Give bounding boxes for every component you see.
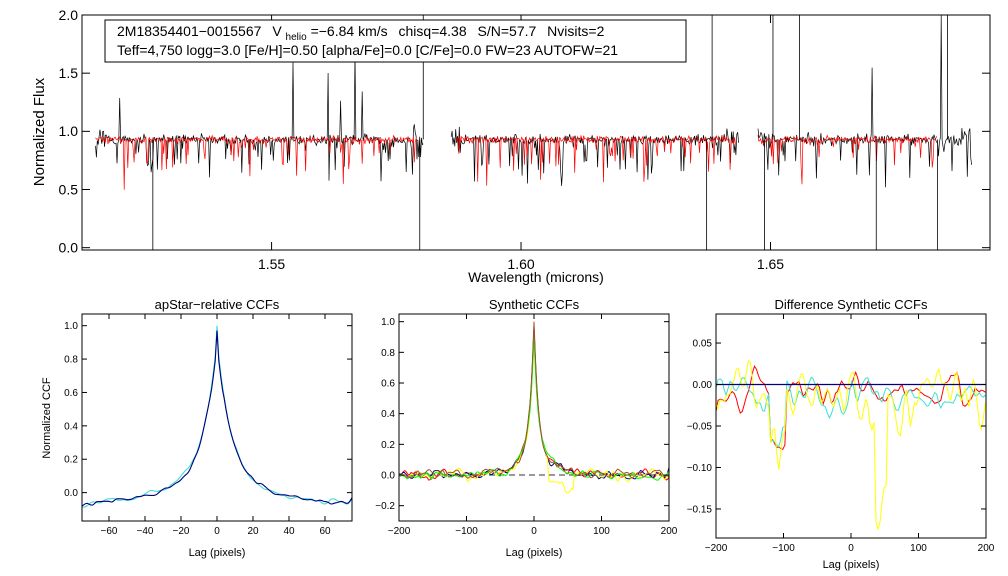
snr-value: S/N=57.7 [478, 23, 537, 39]
y-tick-label: −0.05 [687, 422, 713, 433]
synthetic-ccf-x-axis-label: Lag (pixels) [506, 547, 563, 559]
x-tick-label: −60 [101, 526, 118, 537]
svg-text:2M18354401−0015567 V: 2M18354401−0015567 V helio =−6.84 km/s c… [117, 23, 605, 43]
difference-ccf-plot-area [715, 359, 986, 531]
spectrum-x-axis-label: Wavelength (microns) [468, 269, 604, 285]
synthetic-ccf-line [398, 336, 670, 494]
synthetic-ccf-line [398, 326, 670, 480]
synthetic-ccf-ticks: −200 −100 0 100 200 −0.2 0.0 0.2 0.4 0.6 0.8 1.0 [375, 314, 678, 537]
y-tick-label: −0.15 [687, 504, 713, 515]
apstar-ccf-x-axis-label: Lag (pixels) [189, 547, 246, 559]
spectrum-plot-area [95, 14, 973, 250]
x-tick-label: 1.55 [258, 256, 285, 272]
y-tick-label: 0.8 [381, 348, 395, 359]
apstar-ccf-y-axis-label: Normalized CCF [41, 377, 53, 459]
y-tick-label: 0.0 [381, 471, 395, 482]
x-tick-label: 1.60 [507, 256, 534, 272]
apstar-ccf-line [81, 330, 353, 507]
spectrum-frame [81, 14, 991, 251]
x-tick-label: 100 [593, 526, 610, 537]
y-tick-label: 0.2 [64, 455, 78, 466]
x-tick-label: 0 [214, 526, 220, 537]
stellar-parameters: Teff=4,750 logg=3.0 [Fe/H]=0.50 [alpha/F… [117, 42, 618, 58]
x-tick-label: 60 [319, 526, 331, 537]
x-tick-label: −100 [772, 543, 795, 554]
apstar-ccf-plot-area [81, 325, 353, 508]
y-tick-label: 1.5 [59, 65, 79, 81]
apstar-ccf-frame [81, 313, 353, 522]
difference-ccf-line [715, 359, 986, 531]
y-tick-label: 0.0 [59, 240, 79, 256]
x-tick-label: 200 [978, 543, 995, 554]
vhelio-value: =−6.84 km/s [311, 23, 388, 39]
x-tick-label: 1.65 [757, 256, 784, 272]
observed-spectrum-line [757, 14, 973, 188]
observed-spectrum-line [450, 126, 739, 186]
synthetic-fit-line [757, 134, 938, 185]
y-tick-label: 0.6 [381, 379, 395, 390]
y-tick-label: 0.0 [64, 488, 78, 499]
difference-ccf-frame [715, 313, 987, 539]
synthetic-ccf-line [398, 336, 670, 481]
synthetic-fit-line [455, 134, 736, 186]
y-tick-label: 0.6 [64, 388, 78, 399]
nvisits-value: Nvisits=2 [547, 23, 604, 39]
y-tick-label: 1.0 [381, 317, 395, 328]
y-tick-label: 0.4 [64, 421, 78, 432]
observed-spectrum-line [95, 52, 424, 182]
synthetic-fit-line [95, 134, 419, 190]
apstar-ccf-ticks: −60 −40 −20 0 20 40 60 0.0 0.2 0.4 0.6 0.8 1.0 [64, 314, 352, 537]
y-tick-label: 1.0 [59, 123, 79, 139]
y-tick-label: 0.8 [64, 355, 78, 366]
x-tick-label: −40 [137, 526, 154, 537]
apstar-ccf-panel: apStar−relative CCFs −60 −40 −20 0 20 40 60 0.0… [41, 297, 353, 559]
difference-ccf-panel: Difference Synthetic CCFs −200 −100 0 100 20… [687, 297, 995, 571]
spectrum-panel: 1.55 1.60 1.65 0.0 0.5 1.0 1.5 2.0 Wavelength (… [31, 7, 991, 285]
chisq-value: chisq=4.38 [399, 23, 467, 39]
x-tick-label: 200 [661, 526, 678, 537]
x-tick-label: 20 [247, 526, 259, 537]
x-tick-label: 0 [848, 543, 854, 554]
synthetic-ccf-panel: Synthetic CCFs −200 −100 0 100 200 −0.2 0.0 0.2… [375, 297, 678, 559]
synthetic-ccf-plot-area [398, 321, 670, 494]
y-tick-label: 2.0 [59, 7, 79, 23]
x-tick-label: 40 [283, 526, 295, 537]
y-tick-label: 0.00 [693, 380, 713, 391]
x-tick-label: 100 [910, 543, 927, 554]
synthetic-ccf-title: Synthetic CCFs [489, 297, 580, 312]
apstar-ccf-line [81, 325, 353, 508]
info-box-frame [104, 19, 687, 63]
difference-ccf-ticks: −200 −100 0 100 200 −0.15 −0.10 −0.05 0.00 0.05 [687, 314, 995, 554]
y-tick-label: 0.05 [693, 339, 713, 350]
x-tick-label: −200 [705, 543, 728, 554]
y-tick-label: −0.10 [687, 463, 713, 474]
vhelio-label: V [272, 23, 282, 39]
synthetic-ccf-line [398, 329, 670, 481]
y-tick-label: 0.5 [59, 181, 79, 197]
info-box: 2M18354401−0015567 V helio =−6.84 km/s c… [104, 19, 687, 63]
y-tick-label: 0.4 [381, 409, 395, 420]
y-tick-label: 1.0 [64, 321, 78, 332]
y-tick-label: −0.2 [375, 501, 395, 512]
x-tick-label: −200 [388, 526, 411, 537]
x-tick-label: 0 [531, 526, 537, 537]
synthetic-ccf-line [399, 321, 670, 479]
x-tick-label: −20 [173, 526, 190, 537]
y-tick-label: 0.2 [381, 440, 395, 451]
x-tick-label: −100 [455, 526, 478, 537]
difference-ccf-x-axis-label: Lag (pixels) [823, 559, 880, 571]
vhelio-subscript: helio [286, 32, 308, 43]
difference-ccf-title: Difference Synthetic CCFs [775, 297, 928, 312]
difference-ccf-line [715, 376, 986, 448]
spectrum-ticks: 1.55 1.60 1.65 0.0 0.5 1.0 1.5 2.0 [59, 7, 990, 272]
spectrum-y-axis-label: Normalized Flux [31, 77, 48, 186]
apstar-ccf-title: apStar−relative CCFs [155, 297, 280, 312]
object-id: 2M18354401−0015567 [117, 23, 262, 39]
